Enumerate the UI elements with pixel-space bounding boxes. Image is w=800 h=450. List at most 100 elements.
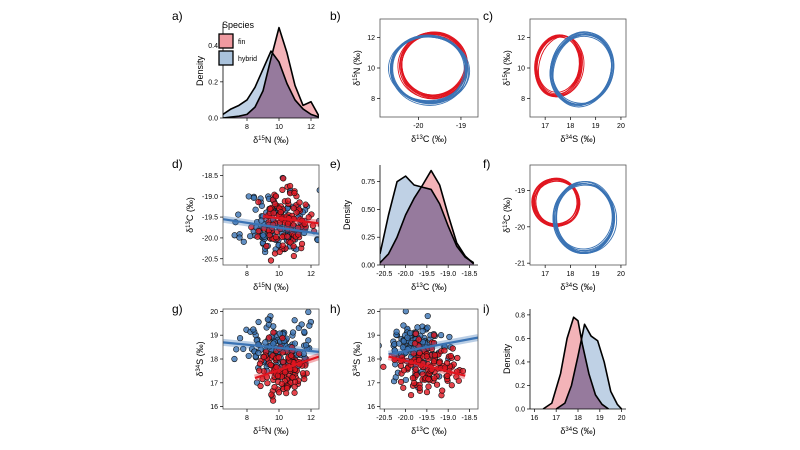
point-fin bbox=[279, 186, 286, 193]
y-tick-label-c: 10 bbox=[517, 66, 525, 73]
point-hybrid bbox=[250, 326, 257, 333]
panel-label-h: h) bbox=[330, 302, 341, 316]
ellipse-hybrid bbox=[552, 34, 613, 106]
x-axis-title-b: δ13C (‰) bbox=[411, 134, 447, 144]
x-tick-label-i: 17 bbox=[552, 415, 560, 422]
y-tick-label-e: 0.25 bbox=[361, 235, 375, 242]
x-axis-title-i: δ34S (‰) bbox=[560, 426, 595, 436]
x-axis-title-f: δ34S (‰) bbox=[560, 282, 595, 292]
legend-title: Species bbox=[222, 20, 255, 30]
point-fin bbox=[290, 205, 297, 212]
y-tick-label-e: 0.00 bbox=[361, 263, 375, 270]
point-hybrid bbox=[393, 328, 400, 335]
point-fin bbox=[275, 354, 282, 361]
point-fin bbox=[260, 353, 267, 361]
y-tick-label-i: 0.8 bbox=[515, 312, 525, 319]
ellipse-hybrid bbox=[390, 36, 471, 103]
x-tick-label-h: -18.5 bbox=[461, 415, 477, 422]
point-hybrid bbox=[264, 316, 271, 323]
density-line-fin bbox=[542, 316, 610, 409]
point-hybrid bbox=[402, 309, 409, 315]
x-tick-label-b: -19 bbox=[456, 123, 466, 130]
point-fin bbox=[272, 193, 280, 200]
panel-c: c) 17 18 19 20 8 10 12 δ34S (‰) δ15N (‰) bbox=[483, 9, 627, 144]
y-tick-label-g: 19 bbox=[210, 333, 218, 340]
point-fin bbox=[278, 380, 285, 387]
x-tick-label-a: 12 bbox=[307, 124, 315, 131]
point-fin bbox=[261, 409, 267, 415]
point-fin bbox=[439, 387, 446, 394]
x-tick-label-h: -20.5 bbox=[376, 415, 392, 422]
point-fin bbox=[298, 240, 306, 247]
plot-area-g bbox=[223, 309, 333, 415]
point-fin bbox=[267, 205, 274, 213]
point-hybrid bbox=[233, 346, 240, 353]
x-axis-title-h: δ13C (‰) bbox=[411, 426, 447, 436]
panel-f: f) 17 18 19 20 -19 -20 -21 δ34S (‰) δ13C (‰) bbox=[483, 157, 627, 292]
point-fin bbox=[280, 175, 287, 182]
point-hybrid bbox=[314, 236, 319, 244]
point-fin bbox=[254, 233, 261, 240]
x-tick-label-e: -20.5 bbox=[376, 271, 392, 278]
density-line-hybrid bbox=[555, 323, 623, 409]
point-fin bbox=[287, 182, 294, 190]
y-tick-label-b: 12 bbox=[367, 35, 375, 42]
point-hybrid bbox=[276, 330, 283, 337]
point-fin bbox=[430, 358, 438, 365]
plot-area-d bbox=[223, 174, 326, 264]
point-hybrid bbox=[414, 324, 421, 331]
y-tick-label-g: 20 bbox=[210, 309, 218, 316]
point-fin bbox=[277, 209, 284, 216]
point-fin bbox=[431, 351, 439, 359]
y-tick-label-h: 17 bbox=[367, 380, 375, 387]
x-tick-label-h: -19.5 bbox=[419, 415, 435, 422]
panel-label-i: i) bbox=[483, 302, 490, 316]
point-hybrid bbox=[320, 238, 326, 244]
point-fin bbox=[279, 242, 286, 249]
y-tick-label-a: 0.2 bbox=[208, 79, 218, 86]
ellipse-hybrid bbox=[551, 34, 615, 104]
point-fin bbox=[257, 382, 264, 390]
point-hybrid bbox=[327, 355, 333, 361]
point-hybrid bbox=[252, 206, 259, 213]
x-tick-label-c: 18 bbox=[567, 123, 575, 130]
y-tick-label-c: 8 bbox=[521, 96, 525, 103]
x-tick-label-d: 8 bbox=[245, 271, 249, 278]
point-fin bbox=[322, 373, 328, 379]
point-fin bbox=[272, 234, 280, 241]
x-tick-label-c: 19 bbox=[592, 123, 600, 130]
x-tick-label-h: -19.0 bbox=[440, 415, 456, 422]
point-hybrid bbox=[305, 309, 312, 316]
y-tick-label-e: 0.75 bbox=[361, 179, 375, 186]
point-fin bbox=[299, 370, 307, 377]
point-hybrid bbox=[231, 355, 238, 363]
y-tick-label-e: 0.50 bbox=[361, 207, 375, 214]
y-tick-label-a: 0.4 bbox=[208, 43, 218, 50]
point-fin bbox=[290, 243, 297, 250]
y-axis-title-h: δ34S (‰) bbox=[352, 341, 362, 376]
x-tick-label-i: 20 bbox=[618, 415, 626, 422]
point-hybrid bbox=[298, 321, 305, 328]
legend-label-fin: fin bbox=[238, 39, 246, 46]
y-tick-label-i: 0.0 bbox=[515, 407, 525, 414]
ellipse-hybrid bbox=[553, 183, 613, 250]
ellipse-hybrid bbox=[555, 181, 614, 252]
point-fin bbox=[270, 209, 277, 216]
point-fin bbox=[256, 360, 264, 367]
y-tick-label-i: 0.4 bbox=[515, 359, 525, 366]
point-fin bbox=[407, 392, 415, 399]
point-fin bbox=[380, 363, 387, 370]
point-fin bbox=[271, 200, 279, 207]
point-hybrid bbox=[237, 335, 244, 342]
y-tick-label-d: -19.5 bbox=[202, 215, 218, 222]
point-fin bbox=[284, 233, 291, 240]
y-axis-title-i: Density bbox=[502, 343, 512, 374]
x-tick-label-f: 19 bbox=[592, 271, 600, 278]
panel-a: a) 8 10 12 0.0 0.2 0.4 δ15N (‰) Density bbox=[172, 9, 319, 145]
point-fin bbox=[288, 352, 295, 359]
point-hybrid bbox=[255, 318, 262, 326]
plot-area-b bbox=[388, 31, 471, 106]
ellipse-hybrid bbox=[552, 31, 615, 106]
point-hybrid bbox=[316, 187, 319, 194]
